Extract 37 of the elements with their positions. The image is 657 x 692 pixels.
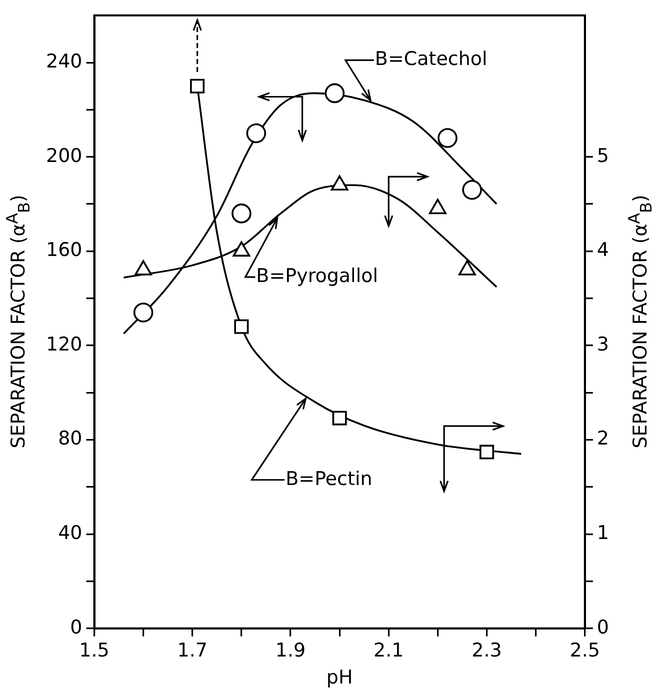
x-tick-label: 2.3 [472, 640, 502, 662]
point [462, 180, 482, 200]
y-tick-label: 120 [46, 333, 82, 356]
text: B=Pectin [286, 468, 372, 490]
y-tick-label: 240 [46, 50, 82, 72]
x-tick-label: 1.9 [275, 640, 306, 662]
point [324, 83, 345, 104]
y2-tick-label: 5 [596, 144, 610, 167]
point [438, 128, 458, 148]
point [232, 204, 252, 224]
y-tick-label: 0 [70, 616, 82, 638]
series-label: B=Catechol [374, 48, 488, 70]
y-tick-label: 40 [58, 522, 82, 544]
point [458, 260, 476, 276]
point [480, 444, 494, 460]
series-label: B=Pyrogallol [256, 265, 378, 288]
point [133, 302, 154, 322]
point [246, 123, 266, 144]
x-tick-label: 1.7 [177, 640, 208, 662]
y2-tick-label: 0 [596, 616, 610, 638]
point [234, 319, 249, 334]
point [332, 410, 347, 426]
y2-tick-label: 1 [596, 522, 610, 544]
y2-tick-label: 3 [596, 333, 610, 356]
x-tick-label: 2.1 [374, 640, 404, 662]
y2-tick-label: 4 [596, 239, 610, 262]
x-tick-label: 1.5 [79, 640, 110, 662]
point [134, 260, 152, 276]
x-axis-title: pH [326, 666, 353, 689]
point [429, 198, 446, 214]
y-tick-label: 200 [46, 144, 82, 167]
y-tick-label: 80 [58, 428, 82, 450]
x-tick-label: 2.5 [570, 640, 600, 662]
point [330, 175, 348, 191]
point [232, 241, 250, 257]
y2-tick-label: 2 [596, 428, 610, 450]
y-tick-label: 160 [46, 239, 82, 262]
